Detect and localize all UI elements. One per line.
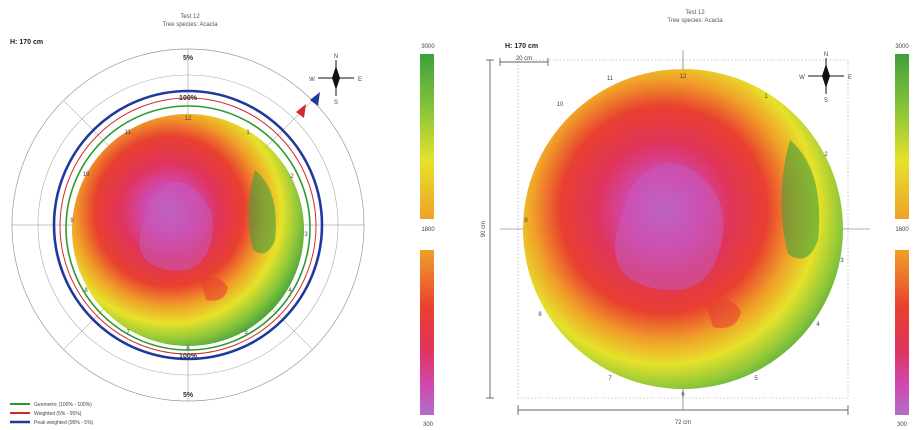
left-pct-inner-bottom: 100% — [179, 353, 198, 360]
right-clock-4: 4 — [816, 322, 820, 328]
right-clock-6: 6 — [681, 392, 685, 398]
right-clock-8: 8 — [538, 312, 542, 318]
left-red-arrow-marker — [296, 104, 306, 118]
left-core-region — [139, 182, 213, 271]
right-compass-w: W — [799, 75, 805, 81]
left-scale-mid-label: 1800 — [421, 227, 435, 233]
left-panel: Test 12 Tree species: Acacia H: 170 cm 5… — [10, 14, 435, 428]
right-compass-n: N — [824, 52, 828, 58]
right-scale-lower-bar — [895, 250, 909, 415]
left-title-line1: Test 12 — [180, 14, 200, 20]
right-clock-labels: 12 1 2 3 4 5 6 7 8 9 10 11 — [524, 74, 844, 398]
right-compass: N S W E — [799, 52, 852, 104]
right-scale-mid-label: 1800 — [895, 227, 909, 233]
right-red-spot — [705, 298, 741, 328]
legend-label-weighted: Weighted (5% - 95%) — [34, 411, 82, 417]
right-color-scale: 3000 1800 300 — [895, 44, 909, 428]
right-height-label: H: 170 cm — [505, 43, 538, 50]
right-core-region — [614, 163, 724, 291]
left-green-patch — [248, 170, 276, 254]
right-compass-s: S — [824, 98, 828, 104]
right-compass-e: E — [848, 75, 852, 81]
left-scale-top-label: 3000 — [421, 44, 435, 50]
left-green-ring — [65, 105, 311, 351]
left-height-label: H: 170 cm — [10, 39, 43, 46]
right-clock-1: 1 — [764, 94, 768, 100]
right-clock-9: 9 — [524, 218, 528, 224]
left-clock-9: 9 — [70, 218, 74, 224]
left-compass-e: E — [358, 77, 362, 83]
right-clock-12: 12 — [680, 74, 687, 80]
left-clock-4: 4 — [288, 288, 292, 294]
left-pct-top: 5% — [183, 55, 194, 62]
left-title-line2: Tree species: Acacia — [162, 22, 218, 28]
right-green-patch — [781, 140, 820, 259]
right-span-label: 72 cm — [675, 420, 691, 426]
left-blue-ring — [52, 89, 324, 361]
legend-label-peak: Peak weighted (95% - 5%) — [34, 420, 94, 426]
left-clock-6: 6 — [186, 346, 190, 352]
left-red-ring — [59, 97, 317, 355]
right-clock-3: 3 — [840, 258, 844, 264]
right-clock-5: 5 — [754, 376, 758, 382]
left-clock-1: 1 — [246, 130, 250, 136]
left-scale-bottom-label: 300 — [423, 422, 434, 428]
left-legend: Geometric (100% - 100%) Weighted (5% - 9… — [10, 402, 94, 426]
left-blue-arrow-marker — [310, 92, 320, 106]
left-compass-n: N — [334, 54, 338, 60]
left-clock-7: 7 — [126, 330, 130, 336]
right-side-label: 90 cm — [481, 221, 487, 237]
left-compass-s: S — [334, 100, 338, 106]
left-clock-8: 8 — [84, 288, 88, 294]
right-clock-7: 7 — [608, 376, 612, 382]
left-clock-5: 5 — [244, 330, 248, 336]
right-panel: Test 12 Tree species: Acacia H: 170 cm 1… — [481, 10, 909, 428]
right-clock-10: 10 — [557, 102, 564, 108]
left-color-scale: 3000 1800 300 — [420, 44, 435, 428]
right-width-label: 20 cm — [516, 56, 532, 62]
left-scale-upper-bar — [420, 54, 434, 219]
left-clock-3: 3 — [304, 232, 308, 238]
right-title-line1: Test 12 — [685, 10, 705, 16]
right-title-line2: Tree species: Acacia — [667, 18, 723, 24]
left-clock-10: 10 — [83, 172, 90, 178]
left-clock-2: 2 — [290, 174, 294, 180]
left-red-spot — [200, 277, 228, 301]
right-scale-bottom-label: 300 — [897, 422, 908, 428]
right-scale-upper-bar — [895, 54, 909, 219]
left-pct-bottom: 5% — [183, 392, 194, 399]
left-scale-lower-bar — [420, 250, 434, 415]
left-compass: N S W E — [309, 54, 362, 106]
left-clock-labels: 12 1 2 3 4 5 6 7 8 9 10 11 — [70, 116, 308, 352]
legend-label-geometric: Geometric (100% - 100%) — [34, 402, 92, 408]
left-pct-inner-top: 100% — [179, 95, 198, 102]
left-compass-w: W — [309, 77, 315, 83]
right-scale-top-label: 3000 — [895, 44, 909, 50]
right-clock-2: 2 — [824, 152, 828, 158]
left-clock-12: 12 — [185, 116, 192, 122]
right-clock-11: 11 — [607, 76, 614, 82]
left-clock-11: 11 — [125, 130, 132, 136]
right-dimension-lines — [486, 58, 849, 415]
